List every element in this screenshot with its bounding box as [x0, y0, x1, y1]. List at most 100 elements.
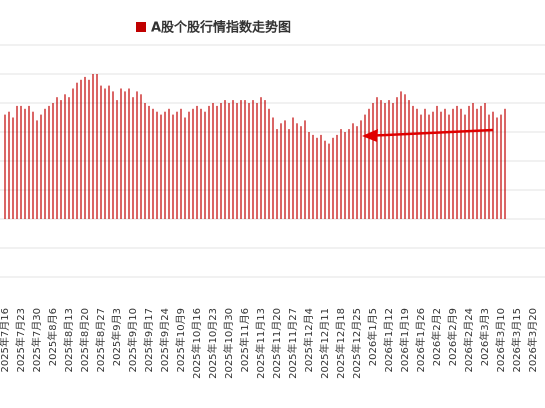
- bar: [160, 114, 162, 219]
- bar: [184, 117, 186, 219]
- bar: [212, 103, 214, 219]
- bar: [168, 108, 170, 219]
- bar: [84, 76, 86, 220]
- bar: [232, 100, 234, 219]
- x-tick-label: 2026年1月12: [382, 308, 395, 373]
- bar: [240, 100, 242, 219]
- bar: [120, 88, 122, 219]
- bar: [116, 100, 118, 219]
- bar: [412, 105, 414, 219]
- bar: [36, 120, 38, 219]
- x-tick-label: 2025年11月13: [254, 308, 267, 379]
- bar: [48, 105, 50, 219]
- bar: [132, 97, 134, 219]
- bar: [396, 97, 398, 219]
- bar: [204, 111, 206, 219]
- x-tick-label: 2026年2月2: [430, 308, 443, 366]
- x-tick-label: 2025年7月23: [14, 308, 27, 373]
- bar: [460, 108, 462, 219]
- bar: [392, 103, 394, 219]
- bar: [380, 100, 382, 219]
- x-tick-label: 2025年9月17: [142, 308, 155, 373]
- bar: [480, 105, 482, 219]
- bar: [112, 91, 114, 219]
- bar: [80, 79, 82, 219]
- x-tick-label: 2026年3月3: [478, 308, 491, 366]
- bar: [228, 103, 230, 219]
- bar: [272, 117, 274, 219]
- x-tick-label: 2026年1月26: [414, 308, 427, 373]
- bar: [500, 114, 502, 219]
- x-tick-label: 2025年8月27: [94, 308, 107, 373]
- bar: [180, 108, 182, 219]
- bar: [416, 108, 418, 219]
- x-tick-label: 2025年8月6: [46, 308, 59, 366]
- x-tick-label: 2025年10月23: [206, 308, 219, 379]
- bar: [88, 79, 90, 219]
- bar: [164, 111, 166, 219]
- bar: [472, 103, 474, 219]
- bar: [220, 103, 222, 219]
- bar: [248, 103, 250, 219]
- bar: [264, 100, 266, 219]
- bar: [64, 94, 66, 219]
- bar: [504, 108, 506, 219]
- bar: [364, 114, 366, 219]
- x-tick-label: 2025年8月13: [62, 308, 75, 373]
- bar: [384, 103, 386, 219]
- bar: [156, 111, 158, 219]
- bar: [188, 111, 190, 219]
- x-tick-label: 2026年1月19: [398, 308, 411, 373]
- bar: [352, 123, 354, 219]
- bar: [440, 111, 442, 219]
- bar: [452, 108, 454, 219]
- x-tick-label: 2025年10月30: [222, 308, 235, 379]
- x-tick-label: 2025年7月30: [30, 308, 43, 373]
- bar: [72, 88, 74, 219]
- bar: [124, 91, 126, 219]
- bar: [144, 103, 146, 219]
- x-tick-label: 2025年10月16: [190, 308, 203, 379]
- bar: [348, 129, 350, 219]
- bar: [360, 120, 362, 219]
- bar: [344, 132, 346, 219]
- bar: [24, 108, 26, 219]
- x-tick-label: 2025年11月27: [286, 308, 299, 379]
- x-tick-label: 2026年1月5: [366, 308, 379, 366]
- bar: [108, 85, 110, 219]
- bar: [140, 94, 142, 219]
- bar: [152, 108, 154, 219]
- bar: [216, 105, 218, 219]
- x-tick-label: 2026年3月15: [510, 308, 523, 373]
- bar: [312, 134, 314, 219]
- bar: [56, 97, 58, 219]
- bar: [208, 105, 210, 219]
- bar: [404, 94, 406, 219]
- bar: [16, 105, 18, 219]
- bar: [100, 85, 102, 219]
- x-tick-label: 2025年10月9: [174, 308, 187, 373]
- x-tick-label: 2026年2月24: [462, 308, 475, 373]
- x-tick-label: 2025年9月24: [158, 308, 171, 373]
- bar: [148, 105, 150, 219]
- bar: [284, 120, 286, 219]
- bar: [332, 137, 334, 219]
- bar: [368, 108, 370, 219]
- bar: [32, 111, 34, 219]
- legend-swatch: [136, 22, 146, 32]
- bar: [356, 126, 358, 219]
- x-tick-label: 2025年11月6: [238, 308, 251, 373]
- x-tick-label: 2025年7月16: [0, 308, 11, 373]
- x-tick-label: 2025年8月20: [78, 308, 91, 373]
- bar: [236, 103, 238, 219]
- bar: [424, 108, 426, 219]
- bar: [336, 134, 338, 219]
- bar: [268, 108, 270, 219]
- x-tick-label: 2025年9月3: [110, 308, 123, 366]
- plot-area: 2025年7月16 2025年7月23 2025年7月30 2025年8月6 2025年…: [0, 44, 545, 379]
- bar: [388, 100, 390, 219]
- bar: [428, 114, 430, 219]
- x-tick-label: 2026年2月9: [446, 308, 459, 366]
- bar: [476, 108, 478, 219]
